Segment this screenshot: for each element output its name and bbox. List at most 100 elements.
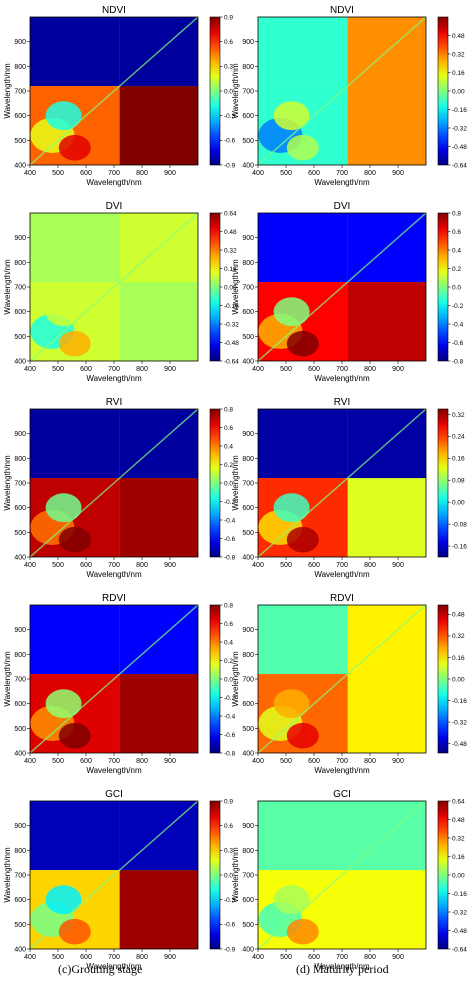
y-tick-label: 500: [242, 922, 254, 929]
y-tick-label: 800: [242, 260, 254, 267]
heatmap-panel-3: DVI 400 500 600 700 800 900 400 500 600 700 800 900 W…: [3, 201, 239, 383]
x-tick-label: 800: [136, 954, 148, 961]
colorbar-tick-label: -0.4: [224, 713, 236, 720]
y-axis-label: Wavelength/nm: [3, 651, 12, 707]
heatmap-diagonal: [258, 801, 426, 949]
colorbar-tick-label: 0.24: [452, 434, 465, 441]
x-axis-label: Wavelength/nm: [314, 570, 370, 579]
colorbar-tick-label: 0.00: [452, 88, 465, 95]
heatmap-panel-9: GCI 400 500 600 700 800 900 400 500 600 700 800 900 W…: [3, 789, 236, 971]
y-tick-label: 900: [242, 823, 254, 830]
colorbar-tick-label: -0.2: [224, 499, 236, 506]
colorbar: [209, 16, 221, 166]
colorbar-tick-label: -0.48: [452, 144, 467, 151]
y-tick-label: 900: [14, 823, 26, 830]
x-tick-label: 400: [24, 954, 36, 961]
x-tick-label: 900: [392, 758, 404, 765]
colorbar: [209, 800, 221, 950]
x-tick-label: 600: [308, 758, 320, 765]
y-tick-label: 400: [242, 947, 254, 954]
x-axis-label: Wavelength/nm: [86, 766, 142, 775]
x-axis-label: Wavelength/nm: [86, 570, 142, 579]
heatmap-region-lower-right: [119, 674, 198, 753]
y-tick-label: 500: [242, 530, 254, 537]
x-tick-label: 600: [80, 758, 92, 765]
colorbar-tick-label: -0.8: [224, 750, 236, 757]
y-tick-label: 800: [242, 456, 254, 463]
x-tick-label: 600: [308, 562, 320, 569]
x-axis-label: Wavelength/nm: [314, 766, 370, 775]
colorbar-tick-label: -0.2: [224, 695, 236, 702]
panel-title: GCI: [333, 789, 351, 800]
colorbar-tick-label: 0.2: [452, 266, 461, 273]
colorbar-tick-label: -0.48: [452, 928, 467, 935]
heatmap-region-lower-right: [347, 478, 426, 557]
y-axis-label: Wavelength/nm: [231, 455, 240, 511]
y-tick-label: 700: [242, 285, 254, 292]
y-tick-label: 800: [14, 456, 26, 463]
colorbar: [209, 408, 221, 558]
x-tick-label: 600: [308, 954, 320, 961]
colorbar-tick-label: -0.8: [224, 554, 236, 561]
colorbar-tick-label: 0.64: [452, 798, 465, 805]
colorbar-tick-label: -0.9: [224, 946, 236, 953]
colorbar-tick-label: 0.2: [224, 462, 233, 469]
heatmap-region-lower-right: [347, 86, 426, 165]
heatmap-panel-10: GCI 400 500 600 700 800 900 400 500 600 700 800 900 W…: [231, 789, 467, 971]
heatmap-feature: [273, 885, 310, 915]
y-tick-label: 700: [14, 89, 26, 96]
colorbar-tick-label: 0.00: [452, 676, 465, 683]
heatmap-feature: [58, 722, 91, 749]
colorbar-tick-label: 0.48: [452, 817, 465, 824]
x-axis-label: Wavelength/nm: [314, 962, 370, 971]
heatmap-region-upper-left: [258, 17, 348, 87]
heatmap-region-upper-left: [30, 409, 120, 479]
y-axis-label: Wavelength/nm: [3, 259, 12, 315]
heatmap-feature: [273, 689, 310, 719]
x-tick-label: 800: [364, 170, 376, 177]
y-axis-label: Wavelength/nm: [231, 847, 240, 903]
colorbar-tick-label: 0.2: [224, 658, 233, 665]
heatmap-panel-1: NDVI 400 500 600 700 800 900 400 500 600 700 800 900…: [3, 5, 236, 187]
colorbar-tick-label: -0.16: [452, 698, 467, 705]
colorbar-tick-label: -0.3: [224, 113, 236, 120]
heatmap-feature: [58, 134, 91, 161]
colorbar: [437, 16, 449, 166]
colorbar-tick-label: 0.48: [224, 229, 237, 236]
colorbar-tick-label: 0.6: [224, 39, 233, 46]
colorbar: [437, 212, 449, 362]
heatmap-region-upper-left: [30, 605, 120, 675]
heatmap-feature: [286, 526, 319, 553]
y-axis-label: Wavelength/nm: [3, 63, 12, 119]
y-tick-label: 700: [242, 481, 254, 488]
y-tick-label: 400: [242, 163, 254, 170]
colorbar-tick-label: 0.8: [224, 406, 233, 413]
colorbar-tick-label: -0.4: [452, 321, 464, 328]
x-tick-label: 400: [24, 170, 36, 177]
y-tick-label: 500: [14, 726, 26, 733]
x-tick-label: 800: [136, 170, 148, 177]
heatmap-panel-5: RVI 400 500 600 700 800 900 400 500 600 700 800 900 W…: [3, 397, 236, 579]
x-tick-label: 600: [80, 170, 92, 177]
x-tick-label: 900: [164, 954, 176, 961]
colorbar-tick-label: 0.48: [452, 33, 465, 40]
x-tick-label: 700: [336, 758, 348, 765]
colorbar-tick-label: -0.6: [224, 138, 236, 145]
colorbar-tick-label: -0.2: [452, 303, 464, 310]
colorbar-tick-label: -0.6: [224, 732, 236, 739]
x-tick-label: 600: [80, 954, 92, 961]
x-tick-label: 400: [252, 366, 264, 373]
heatmap-feature: [273, 493, 310, 523]
x-tick-label: 800: [364, 366, 376, 373]
x-tick-label: 700: [108, 758, 120, 765]
x-tick-label: 800: [364, 562, 376, 569]
heatmap-panel-7: RDVI 400 500 600 700 800 900 400 500 600 700 800 900…: [3, 593, 236, 775]
heatmap-panel-4: DVI 400 500 600 700 800 900 400 500 600 700 800 900 W…: [231, 201, 464, 383]
heatmap-diagonal: [30, 605, 198, 753]
y-tick-label: 400: [14, 751, 26, 758]
colorbar-tick-label: 0.64: [224, 210, 237, 217]
x-tick-label: 700: [336, 954, 348, 961]
colorbar-tick-label: -0.9: [224, 162, 236, 169]
heatmap-region-upper-left: [258, 605, 348, 675]
x-tick-label: 500: [52, 366, 64, 373]
